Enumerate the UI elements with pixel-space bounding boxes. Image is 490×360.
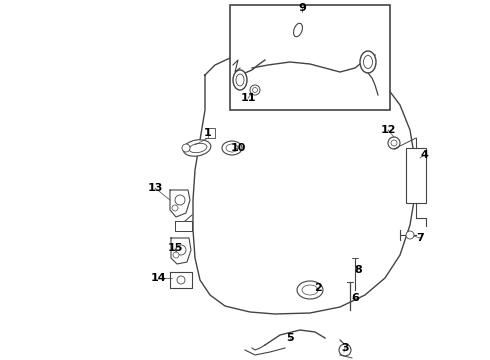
Text: 13: 13	[147, 183, 163, 193]
Ellipse shape	[226, 144, 238, 152]
Ellipse shape	[294, 23, 302, 37]
Circle shape	[172, 205, 178, 211]
Text: 14: 14	[150, 273, 166, 283]
Text: 3: 3	[341, 343, 349, 353]
Circle shape	[177, 276, 185, 284]
Text: 8: 8	[354, 265, 362, 275]
Circle shape	[175, 195, 185, 205]
Bar	[230, 5, 390, 110]
Circle shape	[406, 231, 414, 239]
Circle shape	[252, 87, 258, 93]
Text: 15: 15	[167, 243, 183, 253]
Text: 2: 2	[314, 283, 322, 293]
Ellipse shape	[236, 74, 244, 86]
Ellipse shape	[222, 141, 242, 155]
Text: 10: 10	[230, 143, 245, 153]
Ellipse shape	[189, 143, 207, 153]
Circle shape	[250, 85, 260, 95]
Text: 12: 12	[380, 125, 396, 135]
Text: 11: 11	[240, 93, 256, 103]
Text: 7: 7	[416, 233, 424, 243]
Text: 5: 5	[286, 333, 294, 343]
Bar	[406, 148, 426, 203]
Circle shape	[339, 344, 351, 356]
Ellipse shape	[364, 55, 372, 68]
Text: 4: 4	[420, 150, 428, 160]
Text: 1: 1	[204, 128, 212, 138]
Ellipse shape	[183, 140, 211, 156]
Circle shape	[182, 144, 190, 152]
Circle shape	[391, 140, 397, 146]
Ellipse shape	[360, 51, 376, 73]
Circle shape	[176, 245, 186, 255]
Circle shape	[388, 137, 400, 149]
Ellipse shape	[302, 285, 318, 295]
Ellipse shape	[297, 281, 323, 299]
Text: 6: 6	[351, 293, 359, 303]
Text: 9: 9	[298, 3, 306, 13]
Circle shape	[173, 252, 179, 258]
Ellipse shape	[233, 70, 247, 90]
